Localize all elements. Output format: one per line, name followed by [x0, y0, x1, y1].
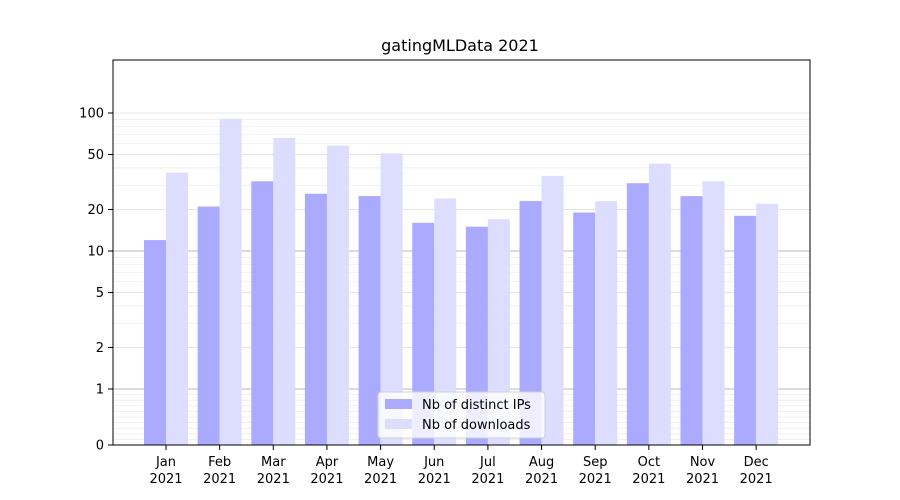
x-tick-label-year: 2021 — [471, 472, 504, 487]
bar-distinct-ips — [251, 181, 274, 445]
legend-box — [377, 391, 546, 439]
bar-downloads — [541, 175, 564, 445]
bar-downloads — [166, 172, 188, 445]
x-tick-label-year: 2021 — [257, 472, 290, 487]
legend-swatch — [385, 399, 412, 409]
y-tick-label: 2 — [96, 341, 104, 356]
x-tick-label-year: 2021 — [525, 472, 558, 487]
chart-title: gatingMLData 2021 — [381, 36, 539, 55]
y-tick-label: 1 — [96, 383, 104, 398]
x-tick-label-year: 2021 — [579, 472, 612, 487]
y-tick-label: 0 — [96, 439, 104, 454]
bar-downloads — [273, 137, 296, 445]
y-tick-label: 50 — [87, 148, 104, 163]
x-tick-label-year: 2021 — [686, 472, 719, 487]
x-tick-label-month: Oct — [638, 455, 660, 470]
y-tick-label: 5 — [96, 286, 104, 301]
x-tick-label-year: 2021 — [310, 472, 343, 487]
bar-downloads — [326, 145, 349, 445]
bar-downloads — [595, 201, 618, 445]
x-tick-label-month: Nov — [690, 455, 716, 470]
x-tick-label-month: Sep — [583, 455, 608, 470]
y-tick-label: 20 — [87, 203, 104, 218]
x-tick-label-month: Dec — [744, 455, 769, 470]
plot-frame — [112, 59, 811, 446]
bars — [144, 118, 779, 446]
x-tick-label-year: 2021 — [740, 472, 773, 487]
bar-distinct-ips — [519, 201, 542, 445]
bar-distinct-ips — [680, 196, 703, 445]
legend: Nb of distinct IPs Nb of downloads — [377, 391, 546, 439]
x-tick-label-month: Feb — [208, 455, 231, 470]
x-tick-label-month: Apr — [316, 455, 339, 470]
bar-distinct-ips — [144, 240, 166, 445]
bar-distinct-ips — [304, 193, 327, 445]
bar-distinct-ips — [465, 226, 488, 445]
bar-downloads — [487, 219, 510, 445]
y-tick-label: 100 — [79, 107, 104, 122]
x-tick-label-month: May — [367, 455, 394, 470]
bar-downloads — [702, 181, 725, 445]
bar-downloads — [648, 163, 671, 445]
bar-distinct-ips — [197, 206, 220, 445]
axes: Jan2021Feb2021Mar2021Apr2021May2021Jun20… — [79, 59, 811, 487]
y-tick-label: 10 — [87, 245, 104, 260]
bar-distinct-ips — [573, 212, 596, 445]
x-tick-label-month: Aug — [529, 455, 554, 470]
legend-swatch — [385, 419, 412, 429]
bar-distinct-ips — [626, 183, 649, 446]
bar-distinct-ips — [412, 222, 435, 445]
bar-distinct-ips — [734, 215, 757, 445]
bar-downloads — [380, 153, 403, 445]
x-tick-label-year: 2021 — [149, 472, 182, 487]
bar-downloads — [434, 198, 457, 445]
x-tick-label-year: 2021 — [632, 472, 665, 487]
x-tick-label-year: 2021 — [203, 472, 236, 487]
legend-label: Nb of distinct IPs — [422, 398, 531, 413]
x-tick-label-month: Jan — [155, 455, 176, 470]
x-tick-label-month: Jul — [479, 455, 496, 470]
x-tick-label-year: 2021 — [364, 472, 397, 487]
bar-downloads — [219, 118, 242, 446]
bar-distinct-ips — [358, 196, 381, 445]
x-tick-label-month: Jun — [423, 455, 444, 470]
legend-label: Nb of downloads — [422, 418, 531, 433]
bar-downloads — [756, 203, 779, 445]
x-tick-label-month: Mar — [261, 455, 286, 470]
x-tick-label-year: 2021 — [418, 472, 451, 487]
